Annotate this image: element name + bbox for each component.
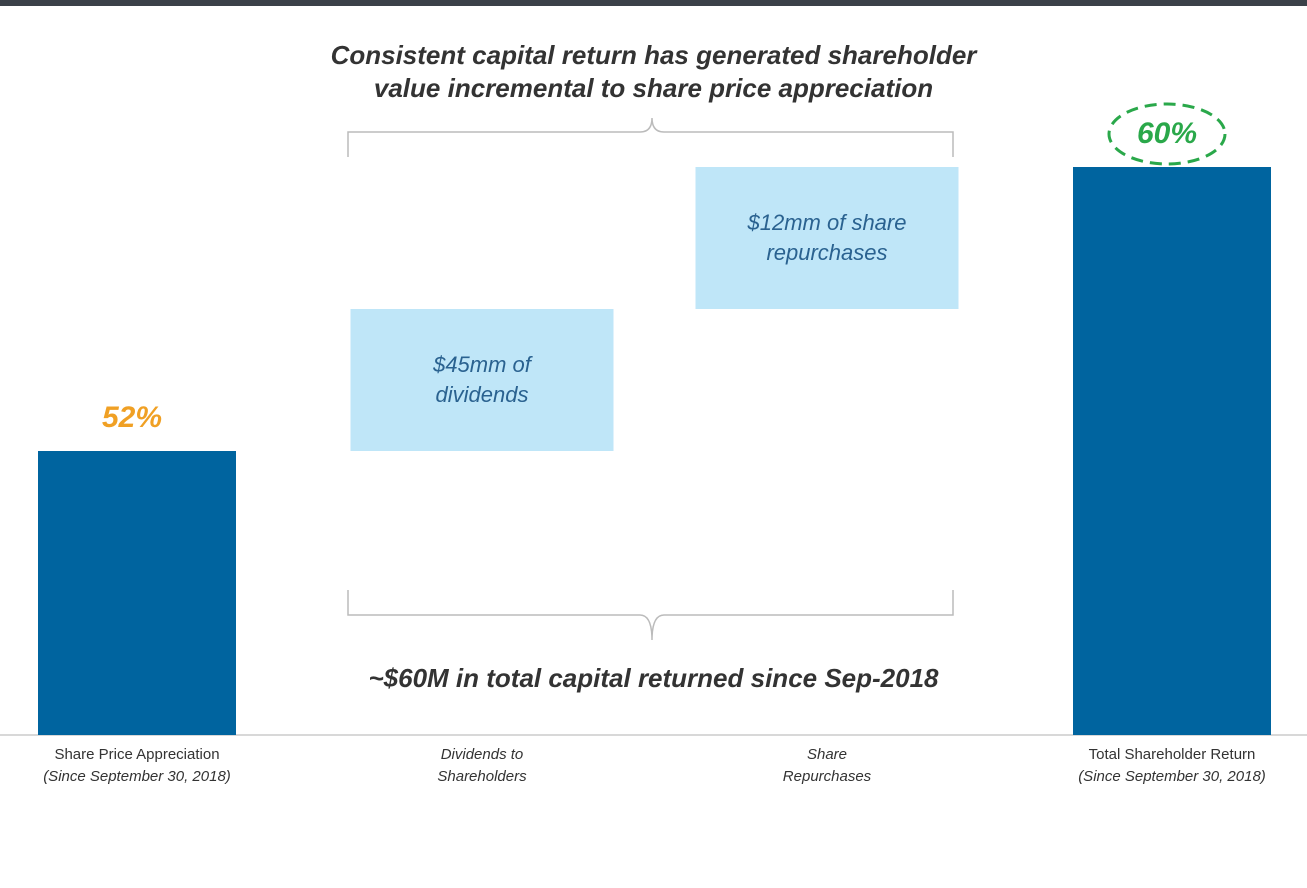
category-name: Total Shareholder Return: [1088, 746, 1256, 763]
category-name: Share Repurchases: [782, 746, 872, 785]
category-name: Share Price Appreciation: [54, 746, 220, 763]
box-label: $45mm of dividends: [433, 352, 531, 407]
x-tick-label: Share Repurchases: [777, 744, 877, 788]
box-label: $12mm of share repurchases: [747, 210, 907, 265]
braces: [347, 117, 954, 641]
category-name: Dividends to Shareholders: [437, 746, 527, 785]
chart-title: value incremental to share price appreci…: [373, 73, 934, 103]
highlight-ellipse: [1107, 102, 1227, 166]
annotation: ~$60M in total capital returned since Se…: [368, 663, 939, 693]
x-tick-label: Share Price Appreciation (Since September…: [2, 744, 272, 788]
chart-title: Consistent capital return has generated …: [330, 40, 977, 70]
bottom-brace: [347, 590, 954, 641]
x-tick-label: Total Shareholder Return (Since September…: [1037, 744, 1307, 788]
step-box: [350, 309, 614, 451]
step-box: [695, 167, 959, 309]
category-note: (Since September 30, 2018): [1078, 768, 1266, 785]
top-band: [0, 0, 1307, 6]
category-note: (Since September 30, 2018): [43, 768, 231, 785]
value-label: 52%: [101, 401, 163, 434]
bar: [38, 451, 236, 735]
value-label: 60%: [1136, 117, 1198, 150]
bar: [1073, 167, 1271, 735]
top-brace: [347, 117, 954, 157]
x-tick-label: Dividends to Shareholders: [422, 744, 542, 788]
